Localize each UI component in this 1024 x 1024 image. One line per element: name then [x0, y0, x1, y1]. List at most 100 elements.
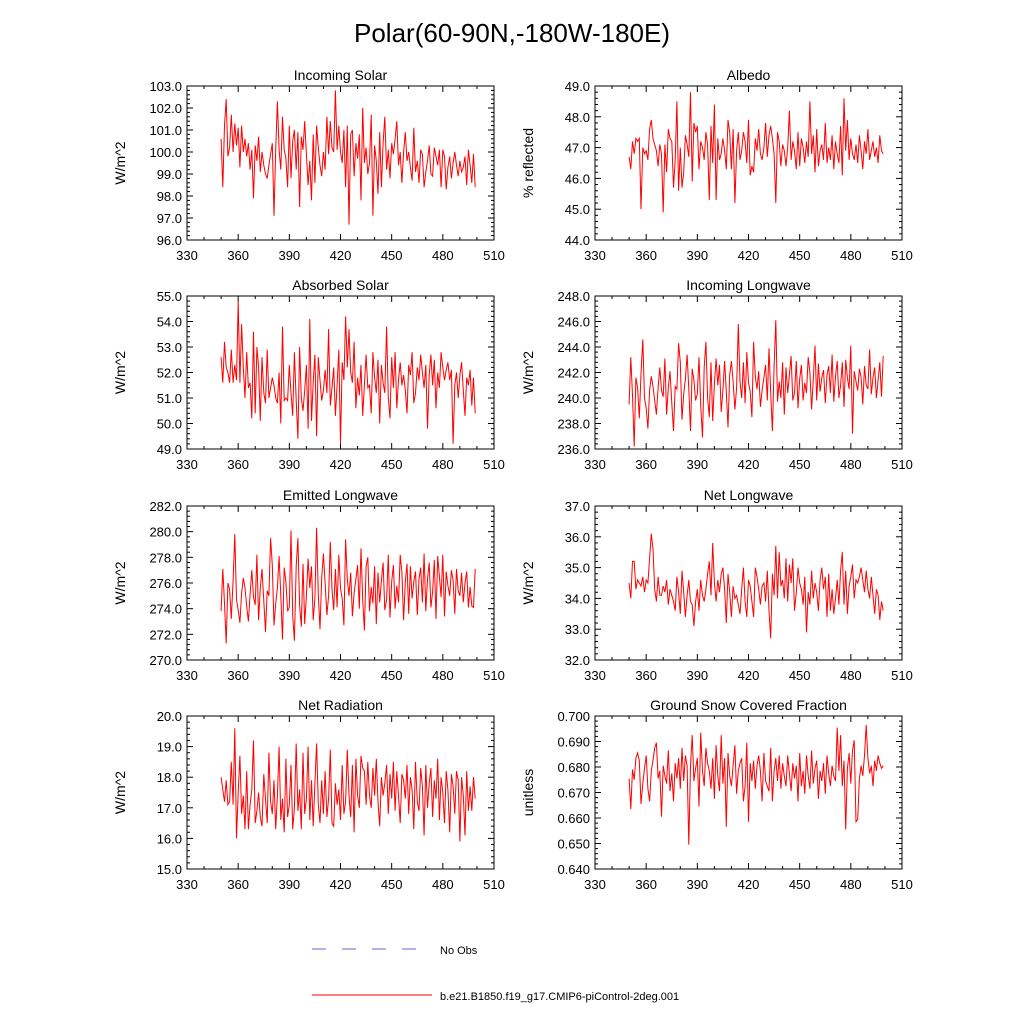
x-tick-label: 420	[330, 668, 352, 683]
panel-1: Incoming Solar W/m^2 330 360 390 420 450 480 510…	[112, 67, 505, 263]
x-tick-label: 360	[635, 457, 657, 472]
panel-4: Incoming Longwave W/m^2 330 360 390 420 450 480…	[520, 277, 913, 472]
y-tick-label: 44.0	[565, 233, 590, 248]
y-tick-label: 272.0	[149, 627, 182, 642]
x-tick-label: 510	[483, 457, 505, 472]
x-tick-label: 450	[381, 457, 403, 472]
y-tick-label: 282.0	[149, 499, 182, 514]
legend-obs-label: No Obs	[440, 945, 478, 957]
y-tick-label: 0.690	[557, 735, 590, 750]
x-tick-label: 450	[789, 877, 811, 892]
x-tick-label: 420	[330, 877, 352, 892]
y-tick-label: 16.0	[157, 831, 182, 846]
y-tick-label: 100.0	[149, 145, 182, 160]
plot-frame	[594, 85, 903, 241]
y-tick-label: 278.0	[149, 550, 182, 565]
y-axis-label: unitless	[520, 769, 536, 816]
x-tick-label: 420	[738, 668, 760, 683]
x-tick-label: 330	[176, 457, 198, 472]
x-tick-label: 480	[840, 668, 862, 683]
panel-title: Albedo	[727, 67, 771, 83]
y-tick-label: 32.0	[565, 653, 590, 668]
y-tick-label: 37.0	[565, 499, 590, 514]
panel-5: Emitted Longwave W/m^2 330 360 390 420 450 480 5…	[112, 487, 505, 683]
panel-title: Net Radiation	[298, 697, 383, 713]
series-line	[628, 320, 884, 447]
y-axis-label: % reflected	[520, 128, 536, 198]
x-tick-label: 480	[840, 248, 862, 263]
plot-frame	[186, 85, 495, 241]
x-tick-label: 450	[789, 668, 811, 683]
y-tick-label: 238.0	[557, 417, 590, 432]
y-tick-label: 96.0	[157, 233, 182, 248]
panel-6: Net Longwave W/m^2 330 360 390 420 450 480 510 32…	[520, 487, 913, 683]
y-tick-label: 246.0	[557, 315, 590, 330]
panel-title: Ground Snow Covered Fraction	[650, 697, 847, 713]
x-tick-label: 390	[686, 248, 708, 263]
y-tick-label: 18.0	[157, 770, 182, 785]
y-tick-label: 52.0	[157, 366, 182, 381]
y-tick-label: 98.0	[157, 189, 182, 204]
y-axis-label: W/m^2	[112, 351, 128, 394]
x-tick-label: 330	[584, 877, 606, 892]
x-tick-label: 480	[432, 668, 454, 683]
x-tick-label: 510	[483, 877, 505, 892]
x-tick-label: 420	[330, 457, 352, 472]
series-line	[628, 92, 884, 213]
x-tick-label: 420	[738, 248, 760, 263]
x-tick-label: 450	[789, 457, 811, 472]
x-tick-label: 330	[176, 668, 198, 683]
y-tick-label: 0.650	[557, 837, 590, 852]
x-tick-label: 450	[381, 248, 403, 263]
x-tick-label: 420	[738, 457, 760, 472]
x-tick-label: 390	[278, 457, 300, 472]
x-tick-label: 390	[278, 877, 300, 892]
y-tick-label: 48.0	[565, 110, 590, 125]
panel-title: Net Longwave	[704, 487, 794, 503]
x-tick-label: 450	[789, 248, 811, 263]
y-tick-label: 270.0	[149, 653, 182, 668]
y-tick-label: 49.0	[157, 442, 182, 457]
x-tick-label: 390	[686, 877, 708, 892]
series-line	[220, 527, 476, 644]
y-tick-label: 34.0	[565, 591, 590, 606]
panel-2: Albedo % reflected 330 360 390 420 450 480 510 44…	[520, 67, 913, 263]
y-tick-label: 55.0	[157, 289, 182, 304]
x-tick-label: 510	[891, 457, 913, 472]
y-tick-label: 274.0	[149, 602, 182, 617]
y-tick-label: 0.660	[557, 811, 590, 826]
y-tick-label: 0.700	[557, 709, 590, 724]
panel-3: Absorbed Solar W/m^2 330 360 390 420 450 480 510…	[112, 277, 505, 472]
x-tick-label: 330	[176, 877, 198, 892]
panel-title: Incoming Longwave	[686, 277, 811, 293]
x-tick-label: 390	[686, 457, 708, 472]
x-tick-label: 360	[227, 877, 249, 892]
y-tick-label: 45.0	[565, 202, 590, 217]
y-tick-label: 0.640	[557, 862, 590, 877]
y-tick-label: 49.0	[565, 79, 590, 94]
x-tick-label: 480	[432, 877, 454, 892]
y-tick-label: 242.0	[557, 366, 590, 381]
x-tick-label: 450	[381, 668, 403, 683]
legend: No Obs b.e21.B1850.f19_g17.CMIP6-piContr…	[312, 945, 679, 1003]
x-tick-label: 360	[227, 668, 249, 683]
x-tick-label: 330	[584, 457, 606, 472]
plot-frame	[186, 295, 495, 450]
x-tick-label: 360	[635, 877, 657, 892]
x-tick-label: 330	[584, 248, 606, 263]
x-tick-label: 420	[330, 248, 352, 263]
x-tick-label: 390	[686, 668, 708, 683]
y-axis-label: W/m^2	[112, 771, 128, 814]
series-line	[220, 301, 476, 444]
panel-title: Emitted Longwave	[283, 487, 398, 503]
x-tick-label: 390	[278, 248, 300, 263]
y-tick-label: 0.670	[557, 786, 590, 801]
y-tick-label: 51.0	[157, 391, 182, 406]
panel-title: Absorbed Solar	[292, 277, 389, 293]
y-tick-label: 236.0	[557, 442, 590, 457]
x-tick-label: 510	[891, 668, 913, 683]
panel-7: Net Radiation W/m^2 330 360 390 420 450 480 510 1…	[112, 697, 505, 892]
series-line	[628, 724, 884, 845]
plot-frame	[186, 715, 495, 870]
